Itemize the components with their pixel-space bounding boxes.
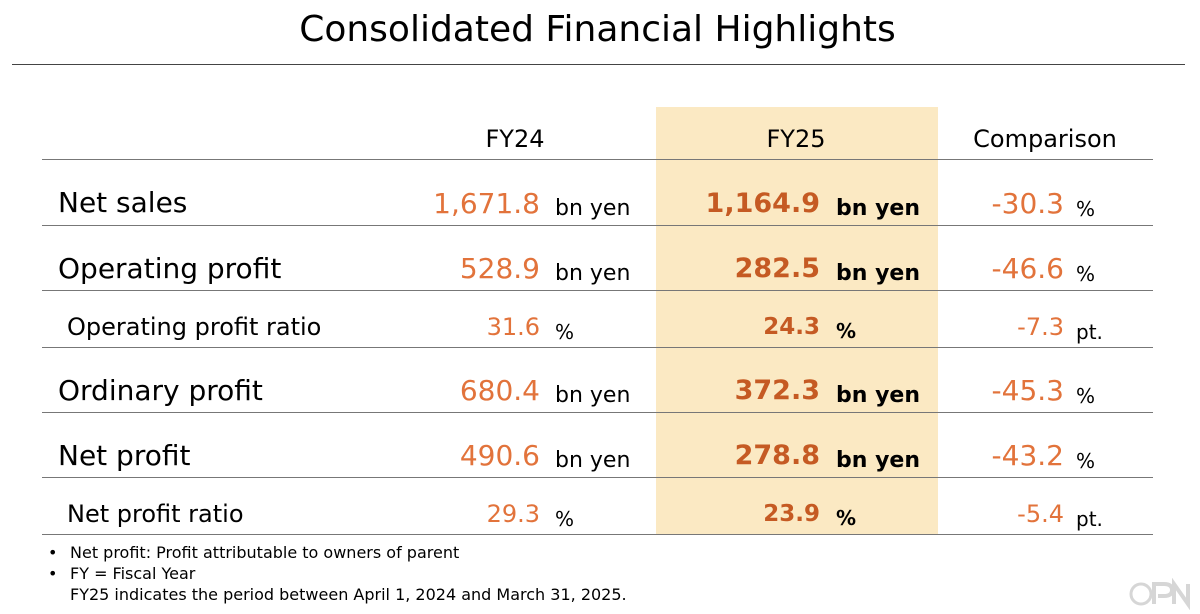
comparison-value: -45.3 xyxy=(991,374,1064,407)
row-divider xyxy=(42,347,1153,348)
bullet: • xyxy=(48,543,58,562)
fy24-unit: bn yen xyxy=(555,196,631,221)
fy24-unit: % xyxy=(555,320,575,344)
fy24-unit: % xyxy=(555,507,575,531)
footnote-text: FY25 indicates the period between April … xyxy=(70,585,627,604)
row-divider xyxy=(42,477,1153,478)
comparison-unit: % xyxy=(1076,262,1096,286)
fy24-unit: bn yen xyxy=(555,448,631,473)
footnotes: • Net profit: Profit attributable to own… xyxy=(48,542,627,605)
fy25-value: 1,164.9 xyxy=(705,188,820,219)
fy24-value: 680.4 xyxy=(459,374,540,407)
fy25-unit: bn yen xyxy=(836,196,920,221)
footnote-item: • Net profit: Profit attributable to own… xyxy=(48,542,627,563)
comparison-value: -30.3 xyxy=(991,187,1064,220)
fy25-column-highlight xyxy=(656,107,938,535)
comparison-unit: % xyxy=(1076,197,1096,221)
footnote-item: • FY = Fiscal Year xyxy=(48,563,627,584)
footnote-text: FY = Fiscal Year xyxy=(70,564,196,583)
fy25-unit: bn yen xyxy=(836,261,920,286)
footnote-text: Net profit: Profit attributable to owner… xyxy=(70,543,460,562)
row-label: Operating profit ratio xyxy=(67,313,322,341)
row-divider xyxy=(42,290,1153,291)
comparison-unit: pt. xyxy=(1076,507,1103,531)
fy24-value: 29.3 xyxy=(486,500,540,528)
bullet: • xyxy=(48,564,58,583)
fy25-value: 23.9 xyxy=(763,501,820,527)
fy25-unit: bn yen xyxy=(836,383,920,408)
comparison-value: -46.6 xyxy=(991,252,1064,285)
column-header-fy24: FY24 xyxy=(485,125,545,153)
title-divider xyxy=(12,64,1185,65)
fy25-value: 372.3 xyxy=(734,375,820,406)
fy24-value: 528.9 xyxy=(459,252,540,285)
watermark-logo xyxy=(1129,578,1190,610)
fy25-unit: % xyxy=(836,506,857,530)
fy25-value: 24.3 xyxy=(763,314,820,340)
comparison-value: -7.3 xyxy=(1017,313,1064,341)
comparison-unit: % xyxy=(1076,449,1096,473)
row-divider xyxy=(42,412,1153,413)
page-title: Consolidated Financial Highlights xyxy=(299,9,896,50)
comparison-value: -43.2 xyxy=(991,439,1064,472)
fy25-unit: % xyxy=(836,319,857,343)
fy25-value: 282.5 xyxy=(734,253,820,284)
footnote-item: FY25 indicates the period between April … xyxy=(48,584,627,605)
comparison-unit: pt. xyxy=(1076,320,1103,344)
column-header-comparison: Comparison xyxy=(973,125,1117,153)
row-label: Ordinary profit xyxy=(58,374,263,407)
fy24-value: 31.6 xyxy=(486,313,540,341)
table-bottom-divider xyxy=(42,534,1153,535)
fy24-unit: bn yen xyxy=(555,261,631,286)
row-label: Operating profit xyxy=(58,252,282,285)
row-divider xyxy=(42,225,1153,226)
comparison-value: -5.4 xyxy=(1017,500,1064,528)
column-header-fy25: FY25 xyxy=(766,125,826,153)
fy25-value: 278.8 xyxy=(734,440,820,471)
row-label: Net profit ratio xyxy=(67,500,244,528)
header-divider xyxy=(42,159,1153,160)
fy24-unit: bn yen xyxy=(555,383,631,408)
fy25-unit: bn yen xyxy=(836,448,920,473)
row-label: Net sales xyxy=(58,186,188,219)
comparison-unit: % xyxy=(1076,384,1096,408)
fy24-value: 490.6 xyxy=(459,439,540,472)
row-label: Net profit xyxy=(58,439,191,472)
fy24-value: 1,671.8 xyxy=(433,187,540,220)
